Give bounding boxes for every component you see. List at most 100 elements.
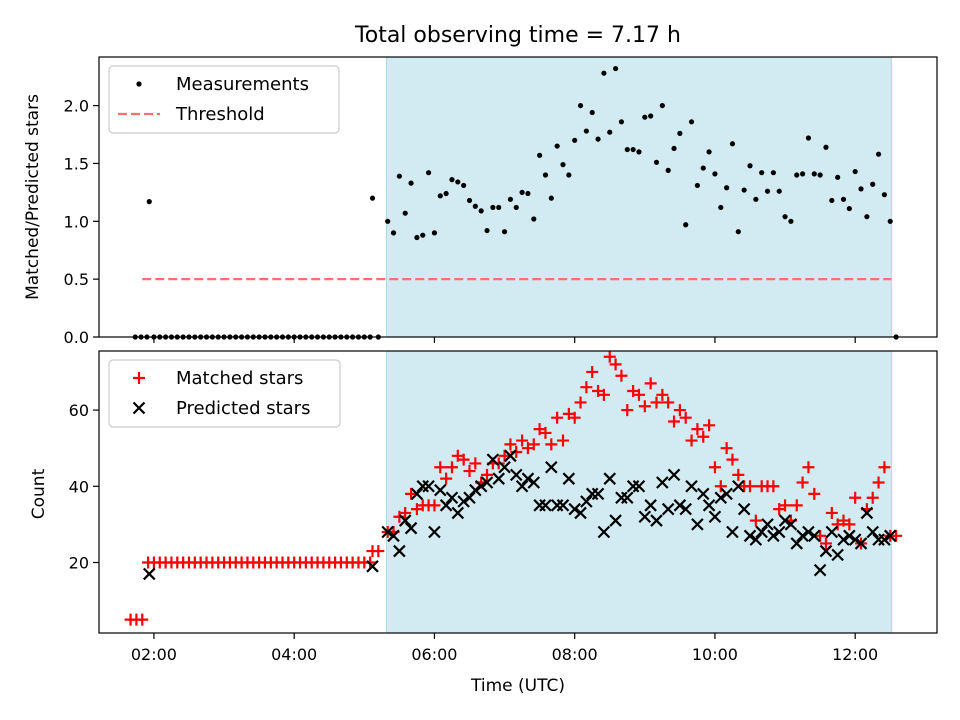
predicted-star-point bbox=[661, 502, 675, 516]
matched-star-point bbox=[586, 365, 599, 378]
predicted-star-point bbox=[860, 506, 874, 520]
predicted-star-point bbox=[790, 537, 804, 550]
measurement-point bbox=[431, 230, 438, 236]
measurement-point bbox=[805, 135, 812, 141]
measurement-point bbox=[811, 171, 817, 177]
measurement-point bbox=[554, 143, 560, 149]
predicted-star-point bbox=[673, 499, 687, 512]
predicted-star-point bbox=[498, 460, 511, 474]
predicted-star-point bbox=[574, 506, 587, 520]
predicted-star-point bbox=[527, 476, 541, 489]
predicted-star-point bbox=[825, 525, 839, 539]
matched-star-point bbox=[603, 350, 616, 363]
measurement-point bbox=[607, 129, 613, 135]
predicted-star-point bbox=[667, 468, 681, 482]
measurement-point bbox=[870, 181, 876, 187]
x-tick-label: 02:00 bbox=[131, 645, 177, 664]
legend-predicted-marker bbox=[132, 401, 146, 415]
matched-star-point bbox=[539, 426, 552, 439]
bottom-panel: 20 40 60 02:00 04:00 06:00 08:00 10:00 12:00 Matc… bbox=[69, 350, 938, 664]
measurement-point bbox=[455, 179, 461, 185]
x-tick-label: 10:00 bbox=[692, 645, 738, 664]
matched-star-point bbox=[527, 438, 540, 451]
matched-star-point bbox=[691, 423, 704, 436]
measurement-point bbox=[461, 182, 467, 189]
predicted-star-point bbox=[492, 472, 505, 485]
measurement-point bbox=[700, 165, 706, 171]
measurement-point bbox=[484, 227, 490, 234]
measurement-point bbox=[566, 172, 572, 178]
predicted-star-point bbox=[504, 449, 517, 463]
y-tick-label: 20 bbox=[69, 554, 89, 573]
matched-star-point bbox=[673, 404, 686, 417]
legend-box bbox=[108, 359, 341, 428]
predicted-star-point bbox=[732, 480, 745, 493]
y-tick-label: 0.5 bbox=[64, 270, 89, 289]
measurement-point bbox=[688, 119, 695, 125]
predicted-star-point bbox=[603, 472, 617, 485]
predicted-star-point bbox=[819, 544, 833, 558]
y-tick-label: 1.5 bbox=[64, 154, 89, 173]
matched-star-point bbox=[372, 545, 385, 558]
predicted-star-point bbox=[422, 480, 435, 493]
measurement-point bbox=[759, 170, 765, 176]
predicted-star-point bbox=[381, 525, 394, 539]
matched-star-point bbox=[732, 468, 745, 481]
measurement-point bbox=[712, 171, 718, 177]
matched-star-point bbox=[685, 434, 698, 447]
measurement-point bbox=[618, 119, 625, 125]
predicted-star-point bbox=[696, 487, 710, 501]
predicted-star-point bbox=[439, 499, 453, 512]
measurement-point bbox=[683, 222, 689, 228]
matched-star-point bbox=[498, 449, 511, 462]
measurement-point bbox=[630, 146, 636, 153]
measurement-point bbox=[776, 188, 782, 194]
matched-star-point bbox=[469, 457, 482, 470]
measurement-point bbox=[729, 141, 736, 147]
predicted-star-point bbox=[539, 499, 552, 512]
legend-matched-marker bbox=[133, 372, 145, 384]
observing-window-shade bbox=[386, 56, 892, 338]
measurement-point bbox=[537, 152, 543, 158]
predicted-star-point bbox=[848, 533, 862, 546]
predicted-star-point bbox=[609, 514, 622, 527]
measurement-point bbox=[817, 172, 823, 178]
predicted-star-point bbox=[808, 529, 821, 543]
measurement-point bbox=[583, 128, 589, 134]
measurement-point bbox=[788, 218, 794, 224]
matched-star-point bbox=[767, 480, 780, 493]
matched-star-point bbox=[615, 369, 628, 382]
matched-star-point bbox=[878, 461, 891, 474]
measurement-point bbox=[542, 172, 549, 178]
matched-star-point bbox=[825, 506, 838, 519]
predicted-star-point bbox=[457, 495, 470, 508]
matched-star-point bbox=[597, 388, 610, 401]
measurement-point bbox=[548, 195, 554, 201]
plot-frame bbox=[98, 56, 938, 338]
matched-star-point bbox=[457, 453, 470, 466]
matched-star-point bbox=[866, 491, 879, 504]
matched-star-point bbox=[650, 396, 663, 409]
predicted-star-point bbox=[463, 491, 476, 504]
matched-star-point bbox=[399, 506, 412, 519]
x-tick-label: 04:00 bbox=[271, 645, 317, 664]
matched-star-point bbox=[662, 396, 675, 409]
predicted-star-point bbox=[509, 468, 523, 482]
measurement-point bbox=[490, 204, 496, 211]
matched-star-point bbox=[609, 358, 622, 371]
predicted-star-point bbox=[621, 491, 634, 504]
predicted-star-point bbox=[387, 529, 400, 543]
predicted-star-point bbox=[767, 529, 780, 543]
measurement-point bbox=[636, 149, 642, 155]
predicted-star-point bbox=[708, 510, 722, 524]
y-tick-label: 0.0 bbox=[64, 328, 89, 347]
matched-star-point bbox=[492, 457, 505, 470]
predicted-star-point bbox=[591, 487, 605, 501]
predicted-star-point bbox=[404, 521, 418, 535]
predicted-star-point bbox=[866, 525, 879, 539]
measurement-point bbox=[507, 196, 514, 202]
measurement-point bbox=[887, 218, 893, 224]
predicted-star-point bbox=[434, 483, 447, 497]
matched-star-point bbox=[697, 430, 710, 443]
predicted-star-point bbox=[428, 525, 441, 539]
